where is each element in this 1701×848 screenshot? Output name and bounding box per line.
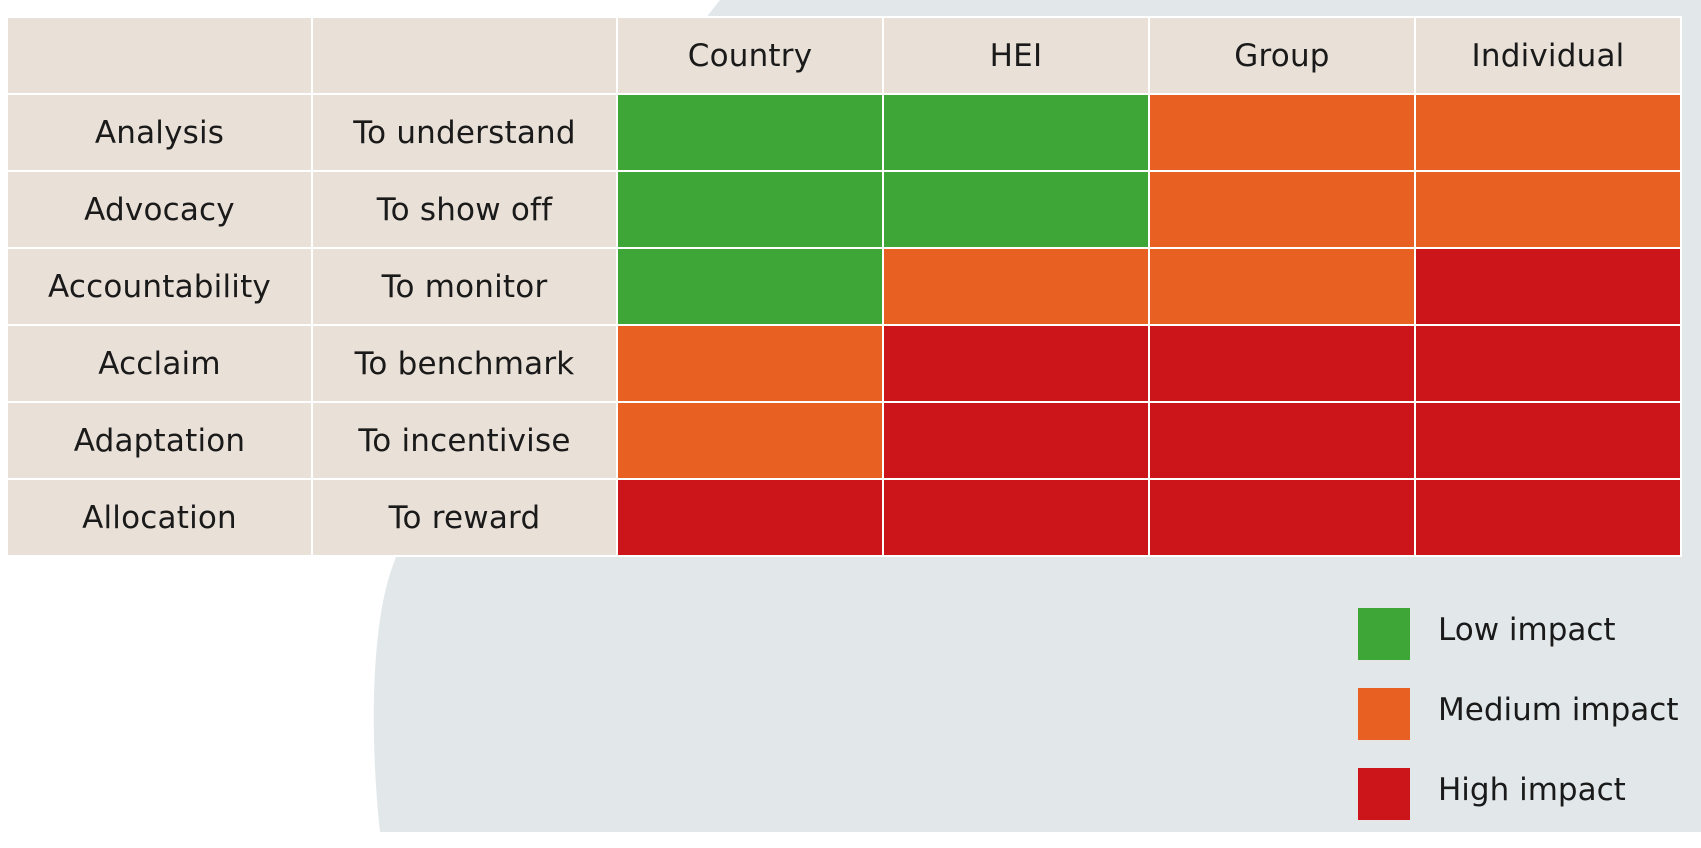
legend-swatch-low xyxy=(1358,608,1410,660)
legend-label: High impact xyxy=(1438,772,1626,808)
column-header: Individual xyxy=(1414,16,1682,95)
row-use-label: Adaptation xyxy=(6,401,313,480)
impact-cell-high xyxy=(1148,401,1416,480)
impact-cell-low xyxy=(616,93,884,172)
legend-swatch-medium xyxy=(1358,688,1410,740)
row-purpose-label: To monitor xyxy=(311,247,618,326)
column-header: HEI xyxy=(882,16,1150,95)
legend-label: Low impact xyxy=(1438,612,1616,648)
impact-cell-medium xyxy=(882,247,1150,326)
impact-cell-low xyxy=(882,93,1150,172)
impact-cell-medium xyxy=(616,401,884,480)
legend-label: Medium impact xyxy=(1438,692,1679,728)
impact-cell-low xyxy=(616,170,884,249)
legend-swatch-high xyxy=(1358,768,1410,820)
header-blank-cell xyxy=(311,16,618,95)
impact-cell-medium xyxy=(1414,170,1682,249)
impact-cell-high xyxy=(616,478,884,557)
header-row: Country HEI Group Individual xyxy=(6,16,1682,95)
impact-cell-high xyxy=(882,478,1150,557)
row-purpose-label: To incentivise xyxy=(311,401,618,480)
impact-cell-low xyxy=(616,247,884,326)
impact-cell-medium xyxy=(1414,93,1682,172)
impact-cell-high xyxy=(882,324,1150,403)
column-header: Group xyxy=(1148,16,1416,95)
row-purpose-label: To show off xyxy=(311,170,618,249)
impact-cell-high xyxy=(1414,324,1682,403)
impact-cell-high xyxy=(1148,478,1416,557)
row-use-label: Allocation xyxy=(6,478,313,557)
impact-cell-high xyxy=(882,401,1150,480)
table-row: Acclaim To benchmark xyxy=(6,324,1682,403)
impact-matrix-table: Country HEI Group Individual Analysis To unde… xyxy=(6,16,1682,557)
row-use-label: Analysis xyxy=(6,93,313,172)
impact-cell-high xyxy=(1148,324,1416,403)
table-row: Advocacy To show off xyxy=(6,170,1682,249)
header-blank-cell xyxy=(6,16,313,95)
impact-cell-low xyxy=(882,170,1150,249)
row-use-label: Acclaim xyxy=(6,324,313,403)
row-purpose-label: To benchmark xyxy=(311,324,618,403)
table-row: Allocation To reward xyxy=(6,478,1682,557)
impact-cell-medium xyxy=(1148,170,1416,249)
impact-cell-high xyxy=(1414,401,1682,480)
row-use-label: Advocacy xyxy=(6,170,313,249)
impact-cell-medium xyxy=(616,324,884,403)
row-use-label: Accountability xyxy=(6,247,313,326)
impact-cell-high xyxy=(1414,478,1682,557)
row-purpose-label: To reward xyxy=(311,478,618,557)
impact-cell-medium xyxy=(1148,247,1416,326)
impact-cell-medium xyxy=(1148,93,1416,172)
column-header: Country xyxy=(616,16,884,95)
impact-cell-high xyxy=(1414,247,1682,326)
table-row: Accountability To monitor xyxy=(6,247,1682,326)
table-row: Analysis To understand xyxy=(6,93,1682,172)
table-row: Adaptation To incentivise xyxy=(6,401,1682,480)
row-purpose-label: To understand xyxy=(311,93,618,172)
